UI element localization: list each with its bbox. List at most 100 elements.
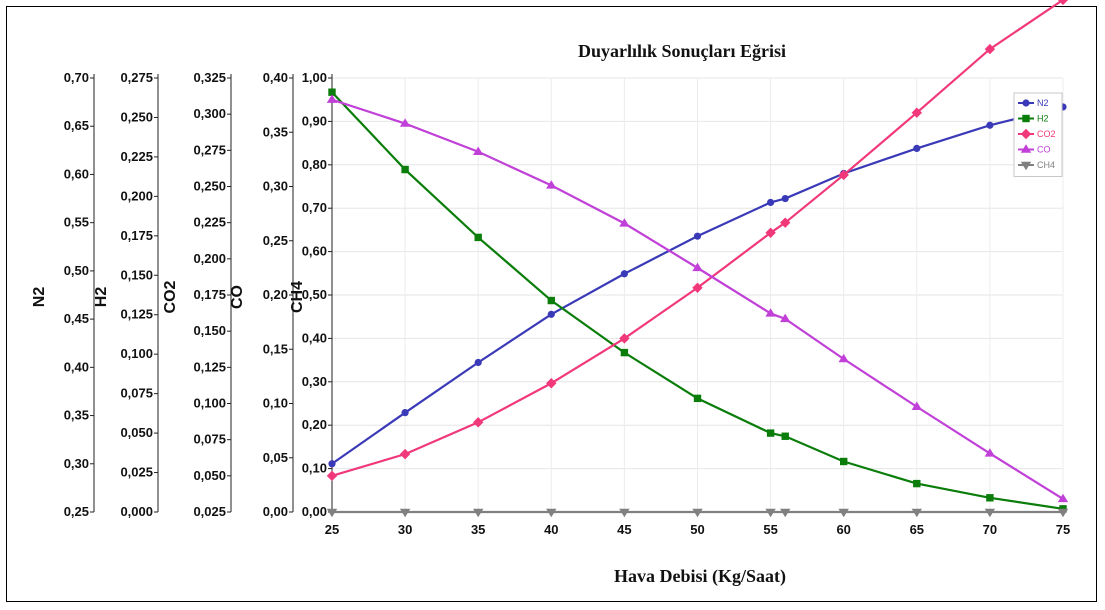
x-tick-label: 45: [617, 522, 631, 537]
data-point-co: [838, 353, 849, 363]
data-point-n2: [781, 194, 789, 203]
data-point-ch4: [780, 508, 791, 518]
y-tick-label-h2: 0,100: [120, 346, 153, 361]
y-tick-label-co: 0,10: [263, 396, 288, 411]
y-tick-label-h2: 0,250: [120, 109, 153, 124]
series-line-co2: [331, 0, 1064, 477]
data-point-h2: [328, 88, 336, 96]
x-tick-label: 30: [398, 522, 412, 537]
data-point-co2: [546, 378, 557, 389]
data-point-h2: [693, 394, 702, 403]
data-point-co: [911, 401, 922, 410]
legend-marker-ch4: [1020, 161, 1032, 171]
data-point-ch4: [1057, 508, 1069, 518]
y-tick-label-h2: 0,025: [120, 465, 153, 480]
y-tick-label-co: 0,00: [263, 504, 288, 519]
data-point-n2: [693, 232, 702, 240]
data-point-ch4: [984, 508, 996, 518]
legend-marker-co2: [1020, 128, 1032, 140]
y-tick-label-ch4: 1,00: [302, 70, 327, 85]
data-point-n2: [547, 310, 555, 318]
y-tick-label-co2: 0,300: [193, 106, 226, 121]
data-point-n2: [767, 198, 775, 207]
data-point-co2: [765, 227, 776, 238]
y-tick-label-n2: 0,70: [64, 70, 89, 85]
y-axis-label-co: CO: [229, 285, 246, 309]
data-point-co: [692, 262, 703, 272]
data-point-ch4: [326, 508, 338, 518]
data-point-ch4: [838, 508, 849, 518]
y-tick-label-co2: 0,075: [193, 432, 226, 447]
data-point-h2: [547, 296, 555, 305]
data-point-co2: [692, 282, 703, 293]
y-tick-label-co2: 0,175: [193, 287, 226, 302]
data-point-ch4: [911, 508, 922, 518]
y-tick-label-h2: 0,225: [120, 149, 153, 164]
data-point-n2: [986, 121, 994, 129]
data-point-ch4: [546, 508, 557, 518]
data-point-ch4: [399, 508, 411, 518]
data-point-co: [1057, 493, 1069, 503]
data-point-co2: [473, 417, 484, 428]
data-point-co: [399, 118, 411, 127]
data-point-h2: [474, 233, 482, 242]
y-tick-label-co2: 0,025: [193, 504, 226, 519]
data-point-co: [984, 448, 996, 457]
data-point-h2: [620, 348, 629, 357]
data-point-h2: [766, 429, 775, 437]
y-tick-label-co2: 0,125: [193, 359, 226, 374]
y-tick-label-co: 0,05: [263, 450, 288, 465]
y-tick-label-co: 0,30: [263, 179, 288, 194]
y-tick-label-co2: 0,325: [193, 70, 226, 85]
y-tick-label-ch4: 0,50: [302, 287, 327, 302]
y-tick-label-n2: 0,65: [64, 118, 89, 133]
x-tick-label: 60: [836, 522, 850, 537]
data-point-co: [619, 218, 630, 227]
data-point-h2: [401, 165, 409, 174]
data-point-ch4: [765, 508, 776, 518]
y-axis-label-n2: N2: [31, 287, 48, 308]
x-tick-label: 25: [325, 522, 339, 537]
data-point-co2: [780, 217, 791, 228]
y-tick-label-ch4: 0,60: [302, 244, 327, 259]
y-tick-label-h2: 0,275: [120, 70, 153, 85]
y-axis-label-co2: CO2: [162, 280, 179, 313]
data-point-h2: [986, 494, 994, 502]
data-point-n2: [913, 144, 921, 153]
y-tick-label-n2: 0,35: [64, 408, 89, 423]
y-tick-label-n2: 0,55: [64, 215, 89, 230]
y-tick-label-co2: 0,100: [193, 396, 226, 411]
y-tick-label-co2: 0,225: [193, 215, 226, 230]
y-tick-label-co: 0,35: [263, 124, 288, 139]
x-tick-label: 70: [983, 522, 997, 537]
data-point-co2: [326, 470, 338, 482]
data-point-co2: [399, 448, 411, 460]
legend-label-ch4: CH4: [1037, 160, 1055, 170]
y-tick-label-co2: 0,250: [193, 179, 226, 194]
x-tick-label: 50: [690, 522, 704, 537]
data-point-co2: [911, 107, 922, 118]
y-tick-label-h2: 0,000: [120, 504, 153, 519]
legend-label-h2: H2: [1037, 114, 1049, 124]
y-tick-label-co2: 0,275: [193, 142, 226, 157]
y-tick-label-ch4: 0,20: [302, 417, 327, 432]
data-point-ch4: [619, 508, 630, 518]
series-line-n2: [331, 105, 1064, 465]
y-tick-label-ch4: 0,80: [302, 157, 327, 172]
data-point-co2: [984, 43, 996, 55]
data-point-h2: [840, 457, 848, 466]
chart-title: Duyarlılık Sonuçları Eğrisi: [578, 41, 786, 61]
series-line-co: [331, 98, 1064, 500]
y-tick-label-co2: 0,150: [193, 323, 226, 338]
x-tick-label: 55: [763, 522, 777, 537]
y-tick-label-h2: 0,125: [120, 307, 153, 322]
data-point-n2: [401, 409, 409, 417]
y-tick-label-n2: 0,25: [64, 504, 89, 519]
data-point-co2: [1057, 0, 1069, 6]
data-point-co: [780, 313, 791, 323]
data-point-ch4: [692, 508, 703, 518]
data-point-h2: [781, 432, 789, 440]
y-tick-label-h2: 0,050: [120, 425, 153, 440]
data-point-co: [473, 146, 484, 155]
